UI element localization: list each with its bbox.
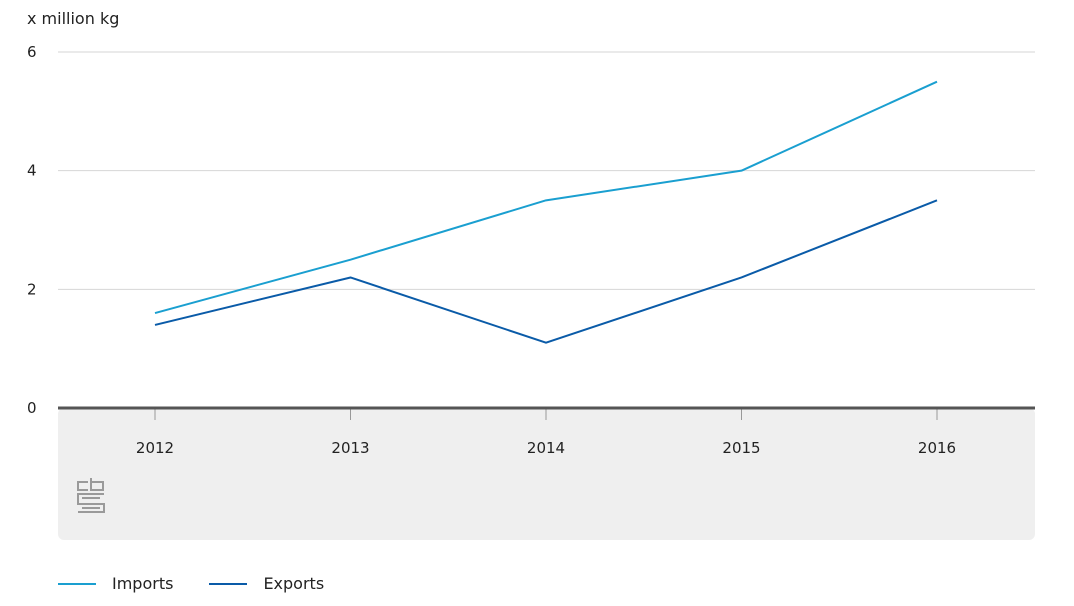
legend-swatch-imports [58,582,96,585]
x-tick-label-2016: 2016 [918,439,956,457]
legend-label-imports: Imports [112,574,174,593]
x-tick-label-2014: 2014 [527,439,565,457]
series-line-exports [154,199,938,344]
series-lines [154,80,938,344]
legend-item-exports: Exports [209,574,324,593]
legend-swatch-exports [209,582,248,585]
x-tick-label-2012: 2012 [136,439,174,457]
legend-item-imports: Imports [58,574,173,593]
x-axis-band [58,408,1035,540]
y-tick-label-6: 6 [27,43,37,61]
legend: Imports Exports [58,574,360,593]
gridlines [58,51,1035,290]
y-tick-label-0: 0 [27,399,37,417]
series-line-imports [154,80,938,315]
x-tick-label-2015: 2015 [722,439,760,457]
cbs-logo-icon [77,478,105,513]
y-unit-label: x million kg [27,9,119,28]
x-tick-label-2013: 2013 [331,439,369,457]
y-tick-labels: 0 2 4 6 [27,43,37,417]
y-tick-label-4: 4 [27,162,37,180]
x-ticks: 2012 2013 2014 2015 2016 [136,408,956,457]
legend-label-exports: Exports [263,574,325,593]
y-tick-label-2: 2 [27,280,37,298]
